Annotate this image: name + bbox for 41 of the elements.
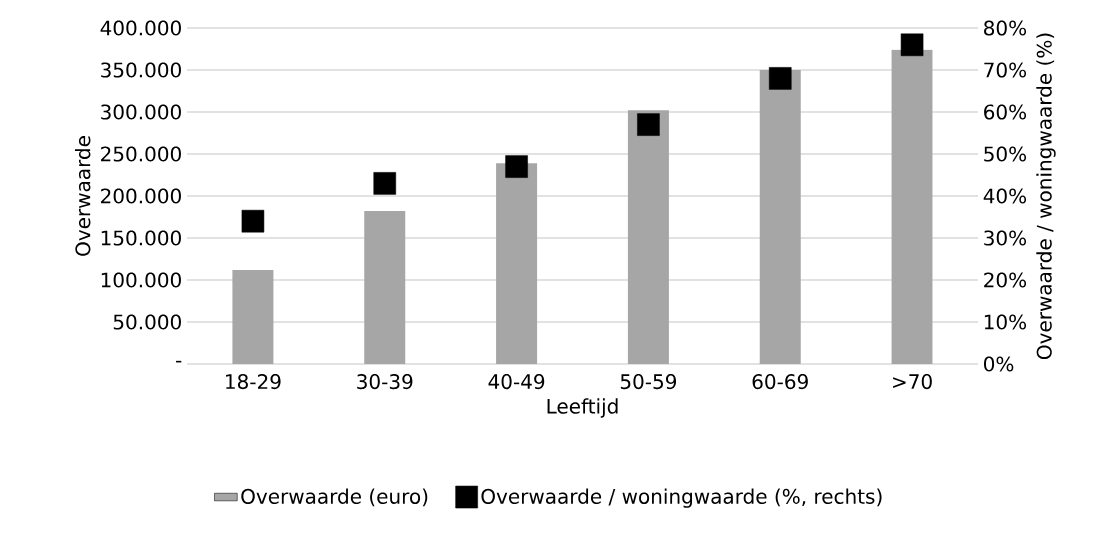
point [900,33,924,57]
x-tick-label: 50-59 [620,374,677,390]
y-tick-label: 100.000 [101,272,181,288]
point [768,67,792,90]
x-tick-label: 60-69 [752,374,808,390]
y2-axis-title: Overwaarde / woningwaarde (%) [1036,33,1056,359]
bar [627,110,669,364]
y-tick-label: - [176,360,182,363]
x-axis-title: Leeftijd [547,398,618,418]
y2-tick-label: 70% [984,62,1027,78]
bar [232,269,274,364]
point [241,209,265,233]
legend-label: Overwaarde (euro) [241,488,428,507]
y-tick-label: 50.000 [113,314,181,330]
bar [759,69,801,364]
y2-tick-label: 30% [984,230,1027,246]
y2-tick-label: 40% [983,188,1027,204]
point [373,172,397,195]
y-tick-label: 350.000 [101,62,181,78]
y2-tick-label: 20% [984,272,1027,288]
bar [891,49,933,364]
x-tick-label: 18-29 [226,374,281,390]
y2-tick-label: 80% [984,20,1027,36]
x-tick-label: >70 [893,374,932,390]
x-tick-label: 40-49 [488,374,545,390]
bar [496,163,538,364]
y2-tick-label: 10% [984,314,1027,330]
y2-tick-label: 0% [984,356,1014,372]
x-tick-label: 30-39 [357,374,413,390]
y-tick-label: 200.000 [101,188,181,204]
legend-label: Overwaarde / woningwaarde (%, rechts) [481,488,882,508]
y-tick-label: 250.000 [101,146,181,162]
point [637,113,660,136]
y-axis-title: Overwaarde [74,136,91,256]
y2-tick-label: 60% [984,104,1027,120]
y2-tick-label: 50% [984,146,1027,162]
y-tick-label: 400.000 [100,20,181,36]
y-tick-label: 300.000 [101,104,181,120]
y-tick-label: 150.000 [101,230,181,246]
point [505,155,528,178]
bar [364,211,406,364]
